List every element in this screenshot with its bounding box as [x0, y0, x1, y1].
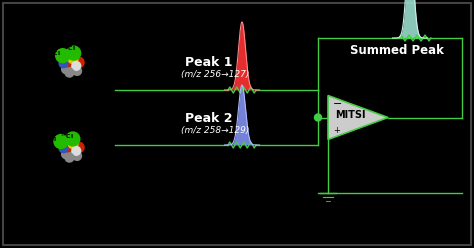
Circle shape — [58, 143, 69, 154]
Circle shape — [72, 66, 82, 76]
Text: Peak 2: Peak 2 — [185, 112, 233, 124]
Text: $^{37}$Cl: $^{37}$Cl — [60, 131, 74, 141]
Circle shape — [62, 141, 73, 153]
Circle shape — [62, 56, 73, 67]
Circle shape — [53, 134, 69, 149]
Circle shape — [315, 114, 321, 121]
Text: (m/z 256→127): (m/z 256→127) — [181, 69, 249, 79]
Circle shape — [64, 153, 74, 163]
Circle shape — [61, 64, 71, 74]
Circle shape — [72, 151, 82, 161]
Text: Peak 1: Peak 1 — [185, 56, 233, 68]
Circle shape — [73, 57, 85, 68]
Circle shape — [67, 137, 79, 149]
Circle shape — [58, 58, 69, 68]
Circle shape — [67, 52, 79, 64]
Circle shape — [71, 146, 82, 156]
Polygon shape — [328, 95, 388, 139]
Circle shape — [73, 142, 85, 154]
Circle shape — [64, 67, 74, 78]
Text: MITSI: MITSI — [335, 111, 365, 121]
Circle shape — [65, 131, 81, 147]
Circle shape — [71, 61, 82, 71]
Circle shape — [66, 45, 82, 61]
Text: −: − — [333, 99, 342, 110]
Text: Summed Peak: Summed Peak — [350, 43, 444, 57]
Text: $^{35}$Cl: $^{35}$Cl — [43, 134, 57, 144]
Circle shape — [65, 143, 79, 157]
Circle shape — [65, 58, 79, 72]
Text: $^{35}$Cl: $^{35}$Cl — [62, 43, 76, 53]
Circle shape — [55, 48, 70, 63]
Text: +: + — [333, 126, 340, 135]
Circle shape — [61, 149, 71, 159]
Text: $^{35}$Cl: $^{35}$Cl — [47, 48, 61, 58]
Text: (m/z 258→129): (m/z 258→129) — [181, 125, 249, 134]
